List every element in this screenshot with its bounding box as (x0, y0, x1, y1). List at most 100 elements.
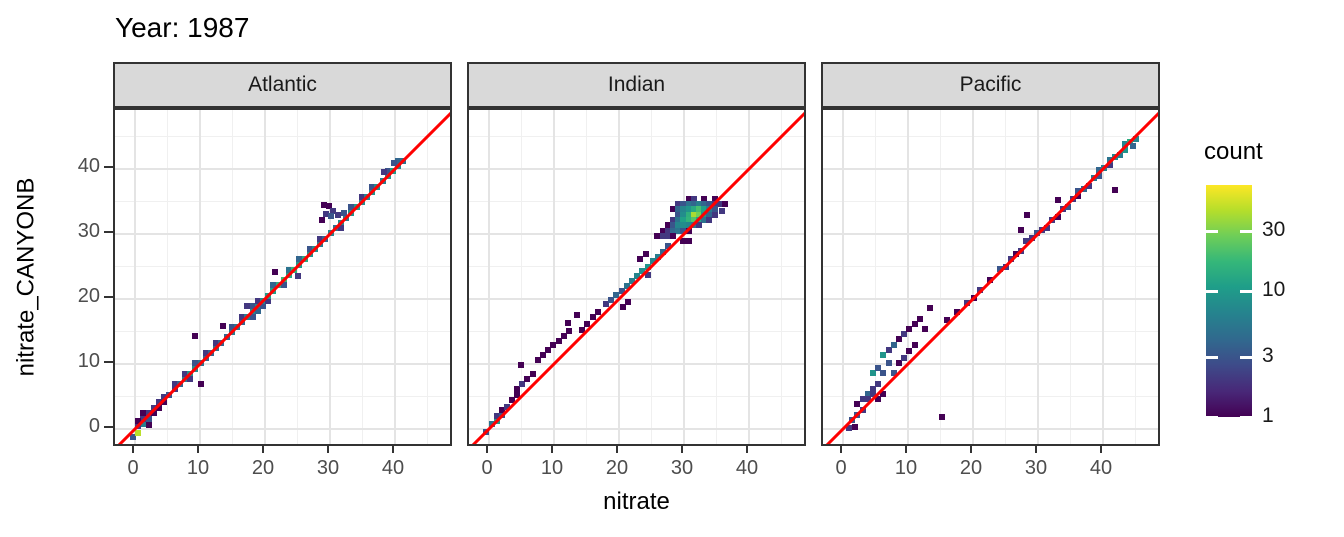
count-bin (619, 304, 626, 311)
x-tick-label: 40 (735, 457, 759, 479)
count-bin (539, 351, 546, 358)
grid-major-h (823, 233, 1158, 235)
count-bin (911, 341, 918, 348)
count-bin (701, 195, 708, 202)
count-bin (1075, 193, 1082, 200)
y-tick-label: 10 (77, 350, 100, 372)
legend-tick-right (1240, 289, 1252, 293)
count-bin (669, 206, 676, 213)
count-bin (1096, 167, 1103, 174)
legend-title: count (1204, 138, 1263, 165)
count-bin (890, 370, 897, 377)
grid-minor-h (115, 201, 450, 202)
count-bin (954, 309, 961, 315)
count-bin (1116, 151, 1123, 158)
count-bin (927, 305, 934, 312)
count-bin (625, 298, 632, 305)
grid-minor-v (1070, 110, 1071, 444)
count-bin (1023, 212, 1030, 219)
count-bin (701, 206, 708, 213)
count-bin (197, 381, 204, 388)
count-bin (854, 401, 861, 408)
grid-minor-h (115, 396, 450, 397)
grid-major-v (488, 110, 490, 444)
grid-major-v (264, 110, 266, 444)
grid-major-h (823, 428, 1158, 430)
count-bin (326, 203, 333, 210)
count-bin (1007, 255, 1014, 262)
grid-major-v (683, 110, 685, 444)
x-tick-label: 30 (1024, 457, 1048, 479)
count-bin (321, 201, 328, 208)
count-bin (499, 407, 505, 414)
count-bin (330, 207, 337, 214)
count-bin (654, 232, 661, 239)
count-bin (880, 390, 887, 397)
count-bin (524, 375, 531, 382)
x-tick (132, 446, 134, 453)
count-bin (669, 216, 676, 223)
grid-minor-v (427, 110, 428, 444)
grid-major-v (972, 110, 974, 444)
count-bin (695, 211, 702, 218)
count-bin (1122, 141, 1129, 148)
y-tick-label: 20 (77, 285, 100, 307)
legend-tick-right (1240, 355, 1252, 359)
count-bin (660, 248, 667, 255)
count-bin (202, 349, 209, 356)
grid-minor-v (1135, 110, 1136, 444)
count-bin (642, 251, 649, 258)
count-bin (916, 315, 923, 322)
grid-major-v (748, 110, 750, 444)
count-bin (519, 381, 526, 388)
count-bin (680, 238, 687, 245)
count-bin (254, 297, 261, 304)
count-bin (976, 286, 983, 293)
count-bin (675, 221, 682, 228)
panel-atlantic (113, 108, 452, 446)
x-tick-label: 40 (381, 457, 405, 479)
grid-minor-v (781, 110, 782, 444)
grid-minor-v (875, 110, 876, 444)
count-bin (895, 359, 902, 366)
count-bin (130, 433, 137, 440)
count-bin (655, 253, 661, 260)
count-bin (675, 201, 682, 208)
count-bin (529, 370, 536, 377)
count-bin (249, 303, 256, 310)
grid-minor-v (940, 110, 941, 444)
count-bin (680, 221, 687, 228)
count-bin (645, 271, 652, 278)
y-tick (104, 166, 113, 168)
count-bin (254, 308, 261, 315)
grid-minor-h (469, 331, 804, 332)
count-bin (249, 313, 256, 320)
legend-gradient-bar (1206, 185, 1252, 417)
x-tick-label: 10 (186, 457, 210, 479)
y-tick (104, 426, 113, 428)
count-bin (380, 169, 387, 176)
count-bin (669, 221, 676, 228)
x-tick-label: 30 (316, 457, 340, 479)
count-bin (560, 333, 567, 340)
x-tick (905, 446, 907, 453)
count-bin (680, 216, 687, 223)
count-bin (906, 325, 913, 332)
count-bin (895, 336, 902, 343)
x-tick-label: 0 (481, 457, 493, 479)
count-bin (875, 364, 882, 371)
count-bin (150, 404, 157, 411)
count-bin (706, 216, 713, 223)
count-bin (1075, 188, 1082, 195)
count-bin (675, 206, 682, 213)
count-bin (508, 397, 515, 404)
count-bin (565, 327, 572, 334)
count-bin (334, 212, 341, 219)
x-tick (840, 446, 842, 453)
count-bin (911, 320, 918, 327)
count-bin (603, 301, 609, 308)
count-bin (880, 351, 887, 358)
grid-major-h (115, 233, 450, 235)
count-bin (182, 370, 189, 377)
